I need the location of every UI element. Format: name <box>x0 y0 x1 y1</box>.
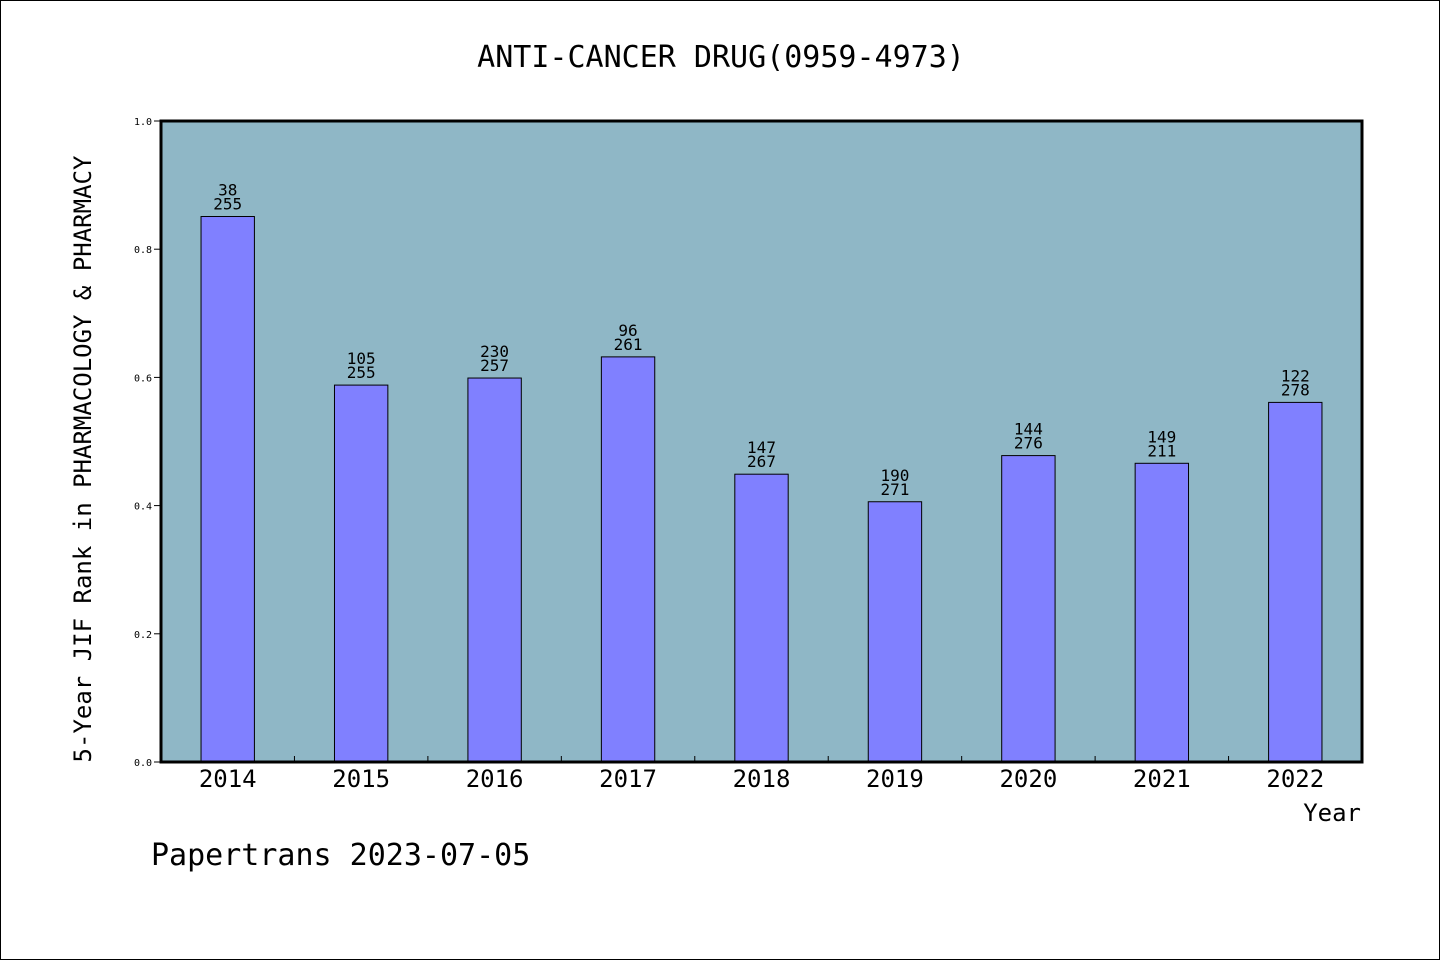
x-tick-label: 2019 <box>866 765 924 793</box>
bar-rank-label: 149 <box>1147 427 1176 446</box>
bar-2014 <box>200 216 255 763</box>
bar-total-label: 271 <box>880 480 909 499</box>
y-tick-label: 0.8 <box>134 245 152 256</box>
bar-total-label: 261 <box>614 335 643 354</box>
bars-layer <box>200 216 1323 763</box>
bar-rank-label: 144 <box>1014 420 1043 439</box>
bar-total-label: 276 <box>1014 434 1043 453</box>
chart-title: ANTI-CANCER DRUG(0959-4973) <box>477 40 965 75</box>
y-tick-label: 0.4 <box>134 502 152 513</box>
data-labels-layer: 3825510525523025796261147267190271144276… <box>213 181 1309 499</box>
y-tick-label: 0.0 <box>134 758 152 769</box>
x-tick-label: 2022 <box>1266 765 1324 793</box>
bar-2015 <box>333 384 389 763</box>
bar-rank-label: 122 <box>1281 366 1310 385</box>
bar-rank-label: 96 <box>618 321 637 340</box>
bar-rank-label: 190 <box>880 466 909 485</box>
bar-rank-label: 105 <box>347 349 376 368</box>
x-axis-label: Year <box>1303 799 1361 827</box>
bar-total-label: 255 <box>213 195 242 214</box>
bar-2016 <box>467 377 522 763</box>
bar-rank-label: 230 <box>480 342 509 361</box>
bar-2018 <box>734 473 789 763</box>
x-tick-label: 2018 <box>733 765 791 793</box>
x-tick-label: 2016 <box>466 765 524 793</box>
bar-rank-label: 147 <box>747 438 776 457</box>
x-axis: 2014 2015 2016 2017 2018 2019 2020 2021 2022 <box>199 756 1324 793</box>
bar-2021 <box>1134 462 1190 763</box>
bar-2020 <box>1001 455 1056 763</box>
x-tick-label: 2015 <box>332 765 390 793</box>
bar-total-label: 267 <box>747 452 776 471</box>
bar-total-label: 211 <box>1147 441 1176 460</box>
x-tick-label: 2014 <box>199 765 257 793</box>
bar-total-label: 257 <box>480 356 509 375</box>
y-tick-label: 0.2 <box>134 630 152 641</box>
bar-total-label: 255 <box>347 363 376 382</box>
plot-border <box>159 119 1364 764</box>
bar-2019 <box>867 501 923 763</box>
x-tick-label: 2021 <box>1133 765 1191 793</box>
y-tick-label: 1.0 <box>134 117 152 128</box>
bar-2017 <box>600 356 656 763</box>
bar-2022 <box>1268 401 1323 763</box>
y-axis-label: 5-Year JIF Rank in PHARMACOLOGY & PHARMA… <box>69 155 97 762</box>
y-tick-label: 0.6 <box>134 373 152 384</box>
x-tick-label: 2020 <box>999 765 1057 793</box>
y-axis: 0.0 0.2 0.4 0.6 0.8 1.0 <box>134 117 161 769</box>
bar-rank-label: 38 <box>218 181 237 200</box>
x-tick-label: 2017 <box>599 765 657 793</box>
bar-total-label: 278 <box>1281 380 1310 399</box>
footer-credit: Papertrans 2023-07-05 <box>151 838 530 873</box>
